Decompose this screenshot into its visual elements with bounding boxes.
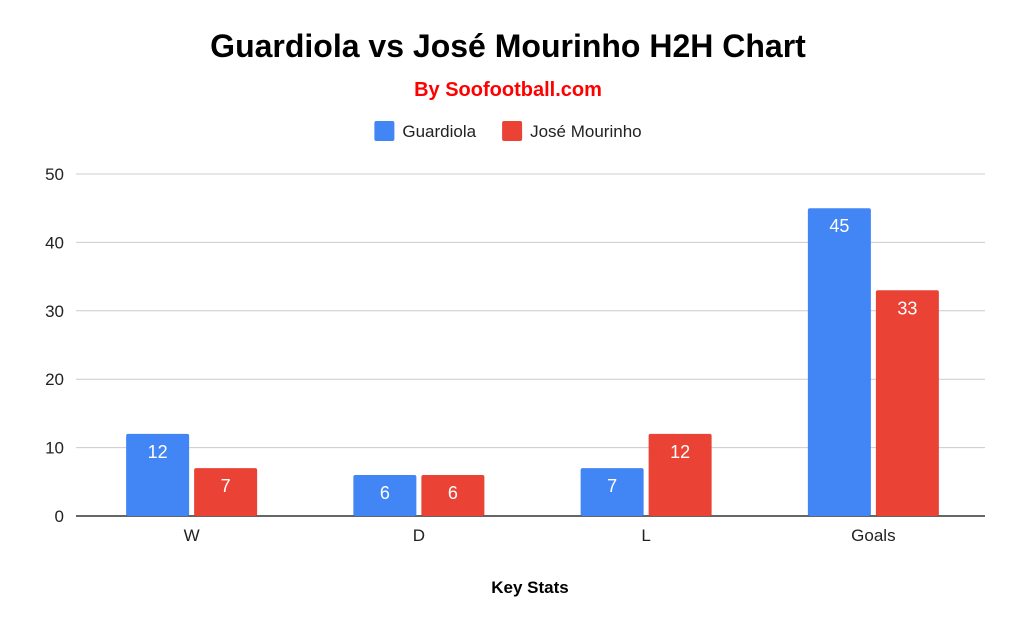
bar-guardiola-l[interactable] xyxy=(580,468,644,516)
x-tick-label: Goals xyxy=(851,526,895,545)
legend-item[interactable]: José Mourinho xyxy=(502,121,642,141)
data-label: 6 xyxy=(448,483,458,503)
data-label: 6 xyxy=(380,483,390,503)
legend-label: Guardiola xyxy=(402,122,476,141)
y-tick-label: 0 xyxy=(55,507,64,526)
x-tick-label: L xyxy=(641,526,650,545)
legend: Guardiola José Mourinho xyxy=(374,121,642,141)
bar-guardiola-goals[interactable] xyxy=(807,208,871,516)
data-label: 33 xyxy=(897,298,917,318)
x-axis-title: Key Stats xyxy=(491,578,568,597)
y-tick-label: 30 xyxy=(45,302,64,321)
y-tick-label: 10 xyxy=(45,439,64,458)
bars xyxy=(126,208,939,516)
data-label: 12 xyxy=(670,442,690,462)
chart-subtitle: By Soofootball.com xyxy=(414,79,602,101)
legend-item[interactable]: Guardiola xyxy=(374,121,477,141)
legend-swatch xyxy=(374,121,395,141)
legend-label: José Mourinho xyxy=(530,122,642,141)
x-tick-label: D xyxy=(413,526,425,545)
data-label: 7 xyxy=(607,476,617,496)
legend-swatch xyxy=(502,121,523,141)
bar-guardiola-d[interactable] xyxy=(353,474,417,516)
chart-title: Guardiola vs José Mourinho H2H Chart xyxy=(210,28,806,64)
x-tick-label: W xyxy=(184,526,200,545)
x-axis-ticks: W D L Goals xyxy=(184,526,896,545)
data-labels: 12 7 6 6 7 12 45 33 xyxy=(148,216,918,503)
bar-jos-mourinho-l[interactable] xyxy=(648,433,712,516)
bar-jos-mourinho-w[interactable] xyxy=(194,468,258,516)
data-label: 7 xyxy=(221,476,231,496)
data-label: 12 xyxy=(148,442,168,462)
bar-guardiola-w[interactable] xyxy=(126,433,190,516)
y-axis-ticks: 0 10 20 30 40 50 xyxy=(45,165,64,526)
y-tick-label: 20 xyxy=(45,370,64,389)
y-tick-label: 50 xyxy=(45,165,64,184)
bar-jos-mourinho-goals[interactable] xyxy=(875,290,939,516)
data-label: 45 xyxy=(829,216,849,236)
bar-jos-mourinho-d[interactable] xyxy=(421,474,485,516)
y-tick-label: 40 xyxy=(45,233,64,252)
